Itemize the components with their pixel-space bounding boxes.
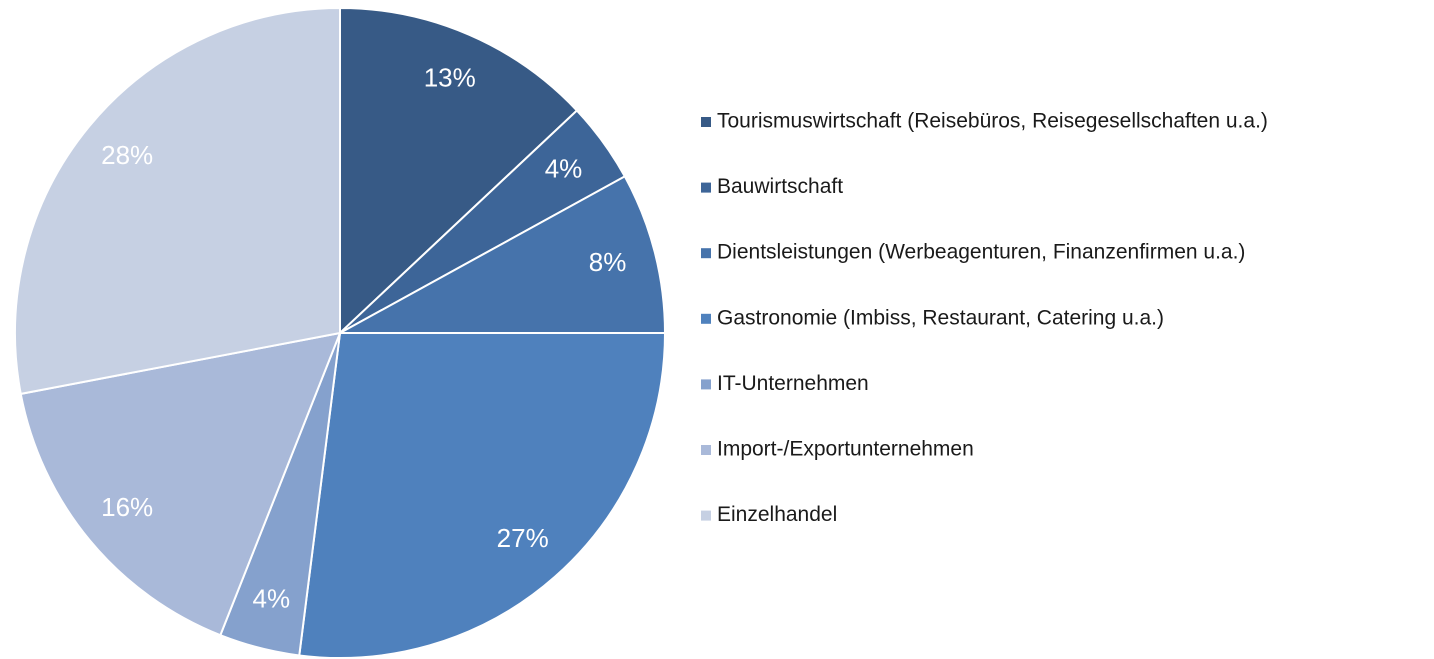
legend-marker — [701, 445, 711, 455]
legend-label: IT-Unternehmen — [717, 372, 869, 395]
legend-marker — [701, 510, 711, 521]
data-label: 8% — [589, 247, 627, 277]
legend-label: Import-/Exportunternehmen — [717, 438, 974, 461]
legend-marker — [701, 182, 711, 193]
data-label: 4% — [253, 583, 291, 613]
pie-slice — [14, 6, 341, 396]
legend-marker — [701, 117, 711, 127]
pie-slice — [298, 332, 667, 659]
legend-marker — [701, 248, 711, 259]
legend-label: Bauwirtschaft — [717, 175, 843, 198]
data-label: 4% — [545, 153, 583, 183]
legend-label: Dientsleistungen (Werbeagenturen, Finanz… — [717, 241, 1245, 264]
data-label: 16% — [101, 492, 153, 522]
data-label: 28% — [101, 140, 153, 170]
legend-label: Gastronomie (Imbiss, Restaurant, Caterin… — [717, 306, 1164, 329]
data-label: 13% — [424, 62, 476, 92]
data-label: 27% — [497, 523, 549, 553]
pie-slice — [339, 6, 579, 336]
legend-label: Tourismuswirtschaft (Reisebüros, Reisege… — [717, 110, 1268, 133]
legend-marker — [701, 313, 711, 324]
legend-label: Einzelhandel — [717, 503, 837, 526]
pie-slice — [19, 331, 342, 637]
legend-marker — [701, 379, 711, 390]
pie-slice — [339, 175, 667, 334]
